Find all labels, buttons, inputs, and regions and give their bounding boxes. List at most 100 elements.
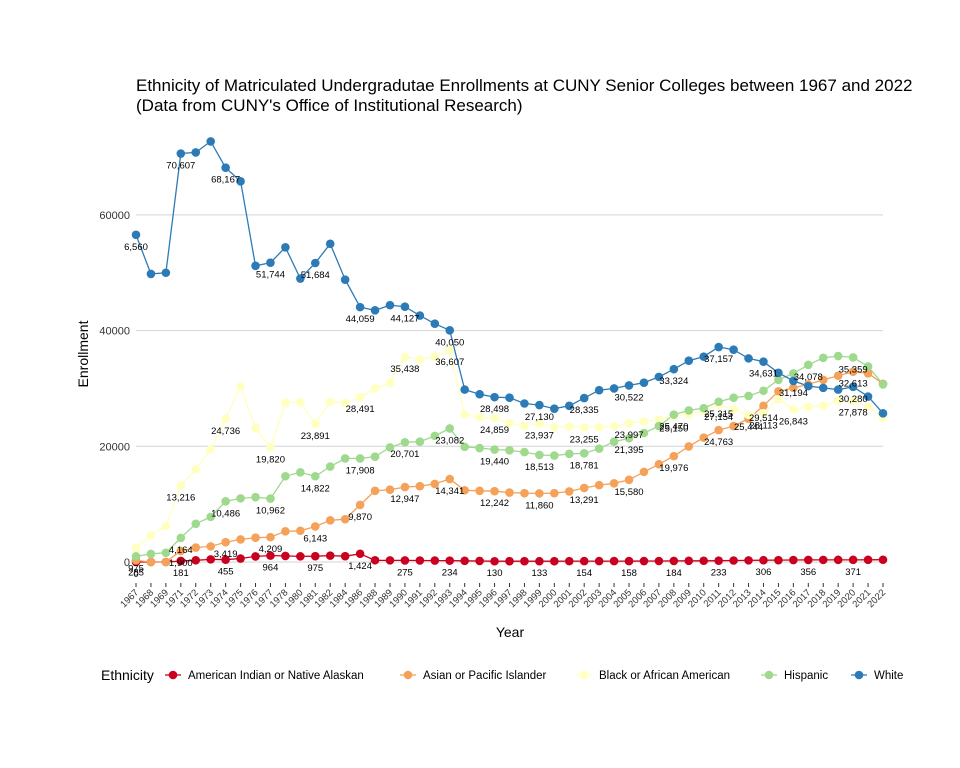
data-point: [699, 556, 709, 566]
data-label: 3,419: [214, 549, 238, 560]
data-label: 964: [263, 563, 279, 574]
legend: Ethnicity American Indian or Native Alas…: [101, 667, 903, 683]
data-point: [714, 556, 723, 565]
data-label: 975: [128, 563, 144, 574]
data-point: [594, 444, 604, 453]
data-label: 23,937: [525, 431, 554, 442]
data-point: [296, 526, 305, 536]
data-point: [550, 556, 559, 566]
data-point: [400, 302, 410, 312]
data-point: [370, 384, 380, 393]
data-point: [131, 552, 141, 561]
data-point: [161, 268, 171, 278]
data-point: [236, 382, 245, 392]
legend-key-point: [168, 670, 178, 680]
data-label: 27,878: [839, 408, 868, 419]
data-point: [385, 300, 395, 310]
data-point: [176, 481, 186, 490]
data-label: 234: [442, 568, 458, 579]
data-label: 33,324: [659, 376, 688, 387]
data-point: [385, 485, 395, 494]
data-point: [654, 372, 664, 382]
data-label: 23,082: [435, 435, 464, 446]
data-point: [460, 556, 469, 566]
data-point: [804, 555, 813, 565]
legend-title: Ethnicity: [101, 667, 154, 683]
data-point: [639, 417, 649, 426]
data-point: [340, 275, 350, 284]
data-point: [729, 421, 738, 431]
data-point: [176, 556, 186, 566]
data-label: 6,560: [124, 242, 148, 253]
data-point: [206, 137, 215, 146]
legend-label: Asian or Pacific Islander: [423, 670, 547, 682]
data-label: 37,157: [704, 354, 733, 365]
data-label: 32,613: [839, 379, 868, 390]
data-point: [281, 551, 290, 561]
data-point: [161, 521, 171, 531]
data-point: [639, 428, 649, 438]
data-point: [564, 487, 574, 496]
data-point: [206, 512, 215, 522]
data-point: [550, 451, 559, 460]
data-point: [804, 381, 813, 391]
data-point: [161, 548, 171, 558]
data-point: [833, 371, 843, 381]
data-point: [221, 555, 230, 564]
data-point: [475, 443, 484, 453]
data-point: [400, 556, 410, 565]
data-point: [221, 537, 230, 547]
data-point: [848, 396, 858, 406]
data-point: [296, 468, 305, 477]
data-point: [759, 386, 768, 396]
data-point: [848, 353, 858, 362]
data-point: [520, 488, 529, 498]
data-point: [176, 546, 186, 556]
data-point: [281, 527, 290, 536]
data-label: 31,194: [779, 388, 808, 399]
data-point: [564, 449, 574, 459]
data-point: [774, 375, 783, 385]
data-point: [609, 479, 619, 488]
data-point: [310, 258, 320, 268]
data-point: [340, 551, 350, 561]
data-point: [355, 302, 365, 312]
data-label: 25,444: [734, 422, 763, 433]
data-label: 51,744: [256, 270, 285, 281]
data-point: [281, 242, 290, 252]
data-point: [878, 380, 888, 389]
data-label: 26,843: [779, 416, 808, 427]
data-label: 1,424: [348, 561, 372, 572]
data-point: [206, 555, 215, 564]
data-point: [684, 356, 694, 365]
data-point: [236, 494, 245, 503]
data-point: [490, 486, 499, 496]
data-point: [654, 459, 664, 469]
data-label: 12,242: [480, 498, 509, 509]
data-point: [460, 385, 469, 394]
data-point: [415, 355, 425, 364]
y-tick-label: 20000: [99, 441, 130, 453]
data-point: [505, 393, 514, 403]
data-point: [490, 556, 499, 566]
data-point: [146, 549, 156, 559]
data-point: [251, 533, 260, 542]
data-point: [878, 409, 888, 418]
data-point: [206, 542, 215, 551]
data-point: [385, 378, 395, 387]
data-label: 44,127: [390, 314, 419, 325]
data-point: [609, 421, 619, 431]
data-label: 1,900: [169, 558, 193, 569]
data-label: 184: [666, 568, 682, 579]
data-point: [325, 397, 335, 407]
data-point: [505, 488, 514, 497]
data-label: 21,395: [614, 445, 643, 456]
data-label: 24,736: [211, 426, 240, 437]
y-axis-title: Enrollment: [75, 320, 91, 387]
data-point: [310, 419, 320, 429]
data-point: [355, 392, 365, 402]
data-label: 35,359: [839, 364, 868, 375]
data-label: 455: [218, 567, 234, 578]
data-point: [370, 452, 380, 462]
